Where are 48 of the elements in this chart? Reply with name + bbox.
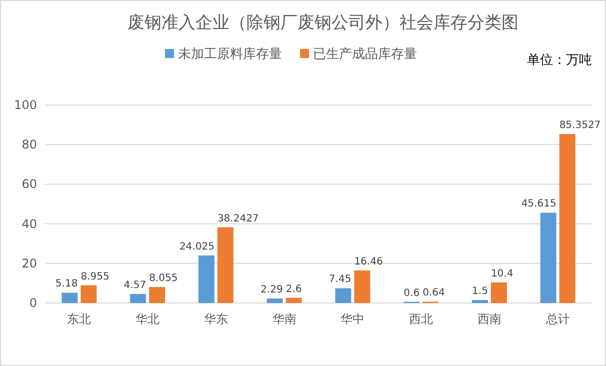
bar <box>472 300 488 303</box>
bar <box>149 287 166 303</box>
data-label: 2.6 <box>286 284 302 295</box>
bar <box>354 270 370 303</box>
data-label: 4.57 <box>124 280 146 291</box>
data-label: 5.18 <box>55 278 78 290</box>
x-tick-label: 华中 <box>340 312 365 326</box>
data-label: 10.4 <box>490 268 514 280</box>
bar <box>559 134 576 303</box>
bar <box>80 285 97 303</box>
data-label: 16.46 <box>354 256 383 268</box>
bar <box>266 298 283 303</box>
y-tick-label: 60 <box>22 177 37 192</box>
bar <box>217 227 234 303</box>
legend-label: 已生产成品库存量 <box>313 47 417 62</box>
bar <box>198 255 214 303</box>
y-tick-label: 100 <box>14 98 37 112</box>
x-tick-label: 华东 <box>204 312 228 326</box>
x-tick-label: 西南 <box>477 312 502 326</box>
data-label: 1.5 <box>472 286 488 298</box>
data-label: 38.2427 <box>217 213 259 224</box>
chart-title: 废钢准入企业（除钢厂废钢公司外）社会库存分类图 <box>128 13 518 33</box>
bar <box>286 298 302 303</box>
bar <box>490 282 507 303</box>
x-tick-label: 西北 <box>409 312 434 326</box>
y-tick-label: 20 <box>22 256 37 270</box>
y-tick-label: 40 <box>22 216 37 231</box>
bar <box>335 288 352 303</box>
bar <box>130 294 146 303</box>
x-tick-label: 总计 <box>544 312 570 326</box>
y-tick-label: 0 <box>29 296 37 310</box>
data-label: 2.29 <box>260 284 283 296</box>
data-label: 8.055 <box>149 273 178 284</box>
data-label: 45.615 <box>521 198 556 210</box>
data-label: 0.6 <box>404 288 420 299</box>
bar <box>62 292 78 303</box>
data-label: 24.025 <box>179 241 214 252</box>
bar <box>540 212 556 303</box>
text: 单位：万吨 <box>527 53 592 68</box>
legend-label: 未加工原料库存量 <box>178 47 282 62</box>
data-label: 85.3527 <box>559 120 601 131</box>
data-label: 7.45 <box>328 274 352 286</box>
y-tick-label: 80 <box>22 138 37 152</box>
x-tick-label: 华北 <box>136 312 160 326</box>
data-label: 8.955 <box>80 271 110 282</box>
x-tick-label: 华南 <box>272 312 296 326</box>
data-label: 0.64 <box>422 288 445 299</box>
x-tick-label: 东北 <box>67 312 92 326</box>
